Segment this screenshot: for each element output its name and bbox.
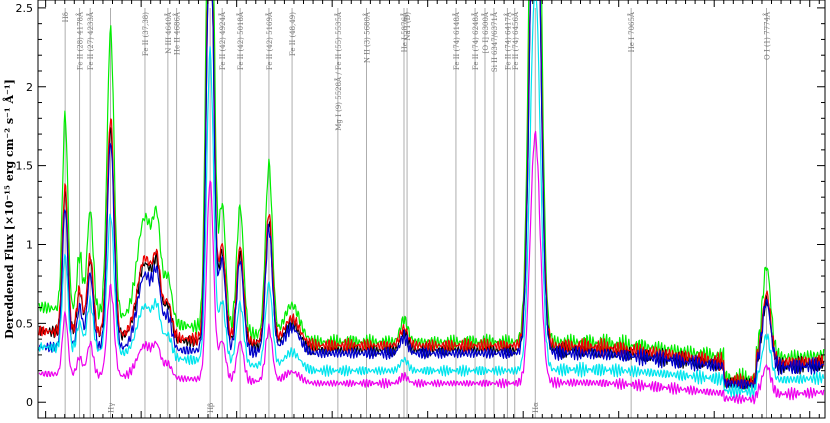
- y-tick-label: 1: [26, 238, 33, 251]
- line-id-label: Fe II (28) 4178Å: [76, 11, 85, 70]
- line-id-label: Fe II (37,38): [142, 12, 150, 56]
- spectrum-series-line: [38, 0, 825, 399]
- line-id-label: Si II 6347/6371Å: [490, 11, 499, 72]
- y-tick-label: 1.5: [16, 160, 34, 173]
- y-tick-label: 2.5: [16, 2, 34, 15]
- line-id-label: Hδ: [62, 12, 70, 22]
- line-id-label: Hα: [532, 402, 540, 413]
- y-tick-label: 0: [26, 396, 33, 409]
- spectrum-series-line: [38, 130, 825, 405]
- line-id-label: Hβ: [207, 403, 215, 413]
- line-id-label: He I 5876Å: [400, 11, 409, 52]
- line-id-label: Fe II (74) 6417Å: [503, 11, 512, 70]
- y-tick-label: 2: [26, 81, 33, 94]
- line-id-label: Fe II (42) 5169Å: [265, 11, 274, 70]
- line-id-label: O I (1) 7774Å: [763, 11, 772, 60]
- series-layer: [38, 0, 825, 405]
- y-tick-label: 0.5: [16, 317, 34, 330]
- line-id-label: He II 4686Å: [173, 11, 182, 55]
- line-id-label: N III 4640Å: [164, 11, 173, 54]
- spectrum-series-line: [38, 0, 825, 391]
- line-id-label: Fe II (48,49): [289, 12, 297, 56]
- line-id-label: Hγ: [108, 403, 116, 413]
- line-id-label: [O I] 6300Å: [481, 11, 490, 53]
- plot-frame: [37, 0, 826, 419]
- line-id-label: He I 7065Å: [627, 11, 636, 52]
- line-id-label: Fe II (27) 4233Å: [86, 11, 95, 70]
- spectrum-series-line: [38, 0, 824, 390]
- line-id-label: Na I (D): [404, 12, 412, 41]
- line-id-label: Fe II (42) 5018Å: [236, 11, 245, 70]
- spectrum-series-line: [38, 0, 825, 391]
- line-id-label: N II (3) 5680Å: [363, 11, 372, 63]
- spectrum-series-line: [38, 0, 825, 390]
- line-id-label: Mg I (9) 5528Å / Fe II (55) 5535Å: [334, 11, 343, 131]
- line-id-label: Fe II (74) 6148Å: [452, 11, 461, 70]
- y-axis-label: Dereddened Flux [×10⁻¹⁵ erg cm⁻² s⁻¹ Å⁻¹…: [2, 79, 16, 339]
- line-id-label: Fe II (74) 6456Å: [511, 11, 520, 70]
- line-id-label: Fe II (74) 6248Å: [471, 11, 480, 70]
- line-id-label: Fe II (42) 4924Å: [218, 11, 227, 70]
- axes-layer: 0 0.5 1 1.5 2 2.5: [16, 0, 825, 419]
